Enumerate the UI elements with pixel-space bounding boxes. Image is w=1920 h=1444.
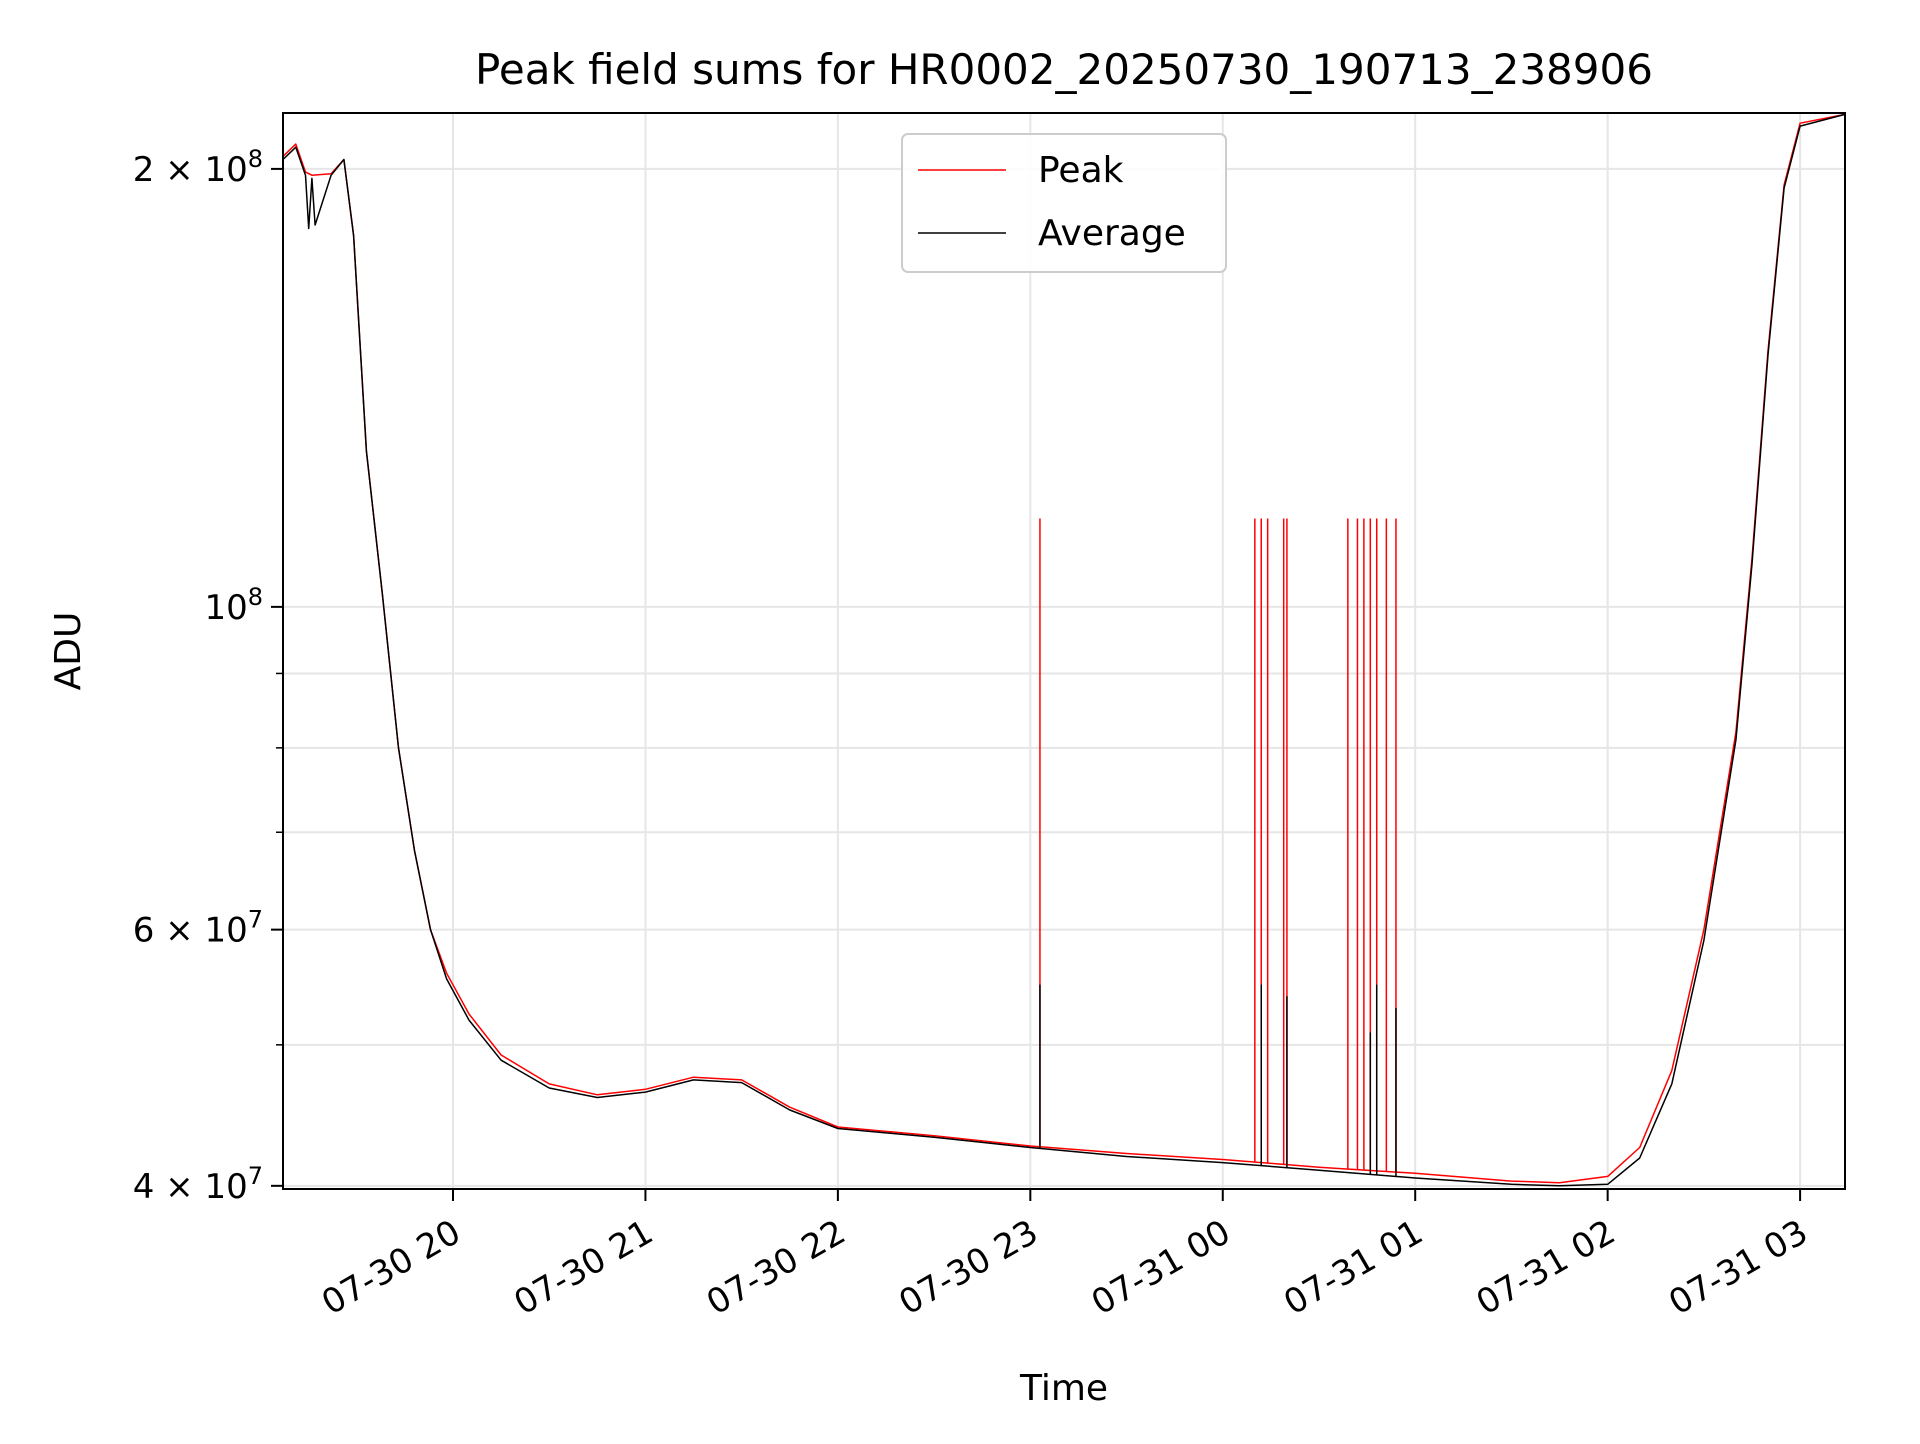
y-tick-label-0: 4 × 107 [133, 1162, 263, 1207]
y-tick-label-1: 6 × 107 [133, 906, 263, 951]
x-axis-label: Time [1019, 1368, 1108, 1409]
grid [283, 113, 1845, 1189]
y-tick-label-2: 108 [204, 583, 263, 628]
legend-box [901, 133, 1227, 273]
legend-label-average: Average [1038, 213, 1186, 254]
legend-label-peak: Peak [1038, 150, 1124, 191]
y-axis-label: ADU [48, 612, 89, 691]
y-axis-ticks: 4 × 107 6 × 107 108 2 × 108 [133, 145, 283, 1207]
y-tick-label-3: 2 × 108 [133, 145, 263, 190]
legend: Peak Average [901, 133, 1227, 273]
series-layer [282, 113, 1846, 1187]
plot-frame [282, 112, 1846, 1190]
chart-title: Peak field sums for HR0002_20250730_1907… [475, 45, 1653, 94]
series-line-average [282, 113, 1846, 1187]
